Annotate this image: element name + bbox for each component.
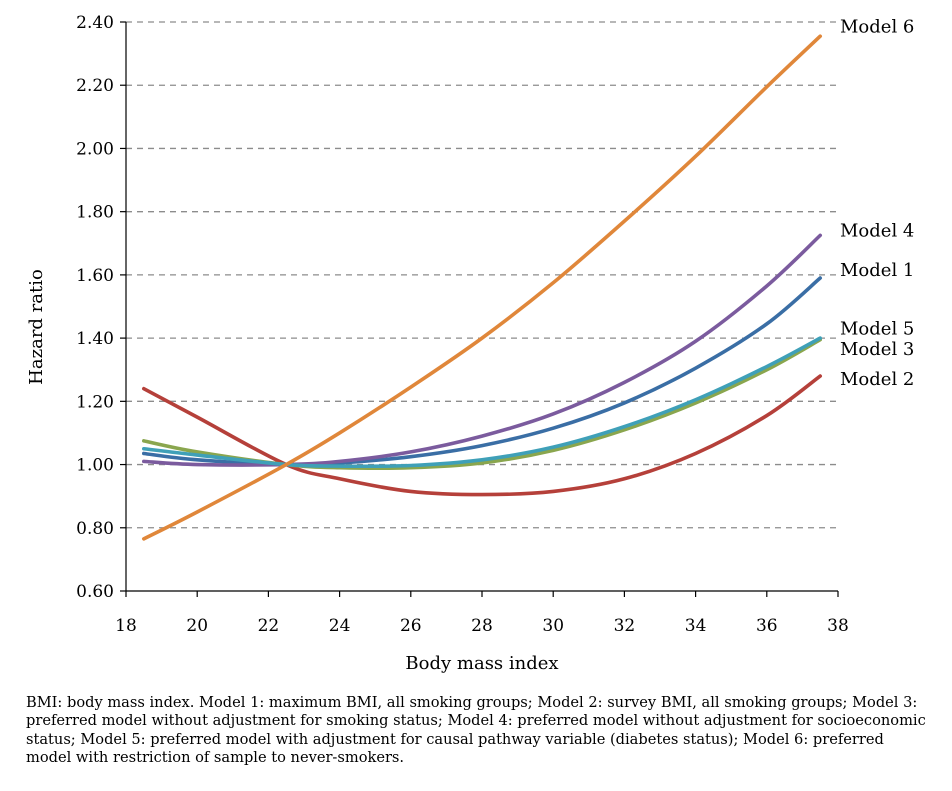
series-label-model-5: Model 5 [840, 319, 914, 340]
x-tick-label: 30 [542, 616, 564, 636]
series-line-model-6 [142, 34, 822, 541]
series-label-model-3: Model 3 [840, 339, 914, 360]
series-label-model-1: Model 1 [840, 260, 914, 281]
x-tick-label: 26 [400, 616, 422, 636]
y-tick-label: 2.20 [76, 76, 114, 96]
gridlines [126, 21, 838, 529]
y-tick-label: 0.80 [76, 519, 114, 539]
series-line-model-4 [142, 233, 822, 467]
y-tick-label: 1.20 [76, 392, 114, 412]
x-tick-label: 22 [258, 616, 280, 636]
x-tick-label: 36 [756, 616, 778, 636]
x-tick-label: 24 [329, 616, 351, 636]
y-tick-label: 1.80 [76, 203, 114, 223]
y-tick-label: 1.00 [76, 456, 114, 476]
y-tick-label: 0.60 [76, 582, 114, 602]
y-tick-labels: 0.60 0.80 1.00 1.20 1.40 1.60 1.80 2.00 2.20 2.40 [76, 13, 114, 602]
y-tick-label: 2.40 [76, 13, 114, 33]
y-tick-label: 1.40 [76, 329, 114, 349]
series-label-model-4: Model 4 [840, 221, 914, 242]
axes [120, 21, 839, 597]
series-label-model-6: Model 6 [840, 17, 914, 38]
chart: 0.60 0.80 1.00 1.20 1.40 1.60 1.80 2.00 2.20 2.40… [26, 13, 914, 674]
series-line-model-5 [142, 336, 822, 469]
y-tick-label: 2.00 [76, 139, 114, 159]
series-line-model-2 [142, 374, 822, 497]
x-tick-labels: 18 20 22 24 26 28 30 32 34 36 38 [115, 616, 849, 636]
series-labels: Model 1 Model 2 Model 3 Model 4 Model 5 Model… [840, 17, 914, 390]
x-tick-label: 18 [115, 616, 137, 636]
series-label-model-2: Model 2 [840, 369, 914, 390]
series-lines [142, 34, 822, 541]
series-line-model-3 [142, 337, 822, 471]
x-tick-label: 38 [827, 616, 849, 636]
y-axis-title: Hazard ratio [26, 269, 47, 385]
x-tick-label: 20 [186, 616, 208, 636]
y-tick-label: 1.60 [76, 266, 114, 286]
x-tick-label: 32 [614, 616, 636, 636]
x-tick-label: 34 [685, 616, 707, 636]
figure-caption: BMI: body mass index. Model 1: maximum B… [26, 694, 926, 767]
x-axis-title: Body mass index [405, 653, 558, 674]
x-tick-label: 28 [471, 616, 493, 636]
